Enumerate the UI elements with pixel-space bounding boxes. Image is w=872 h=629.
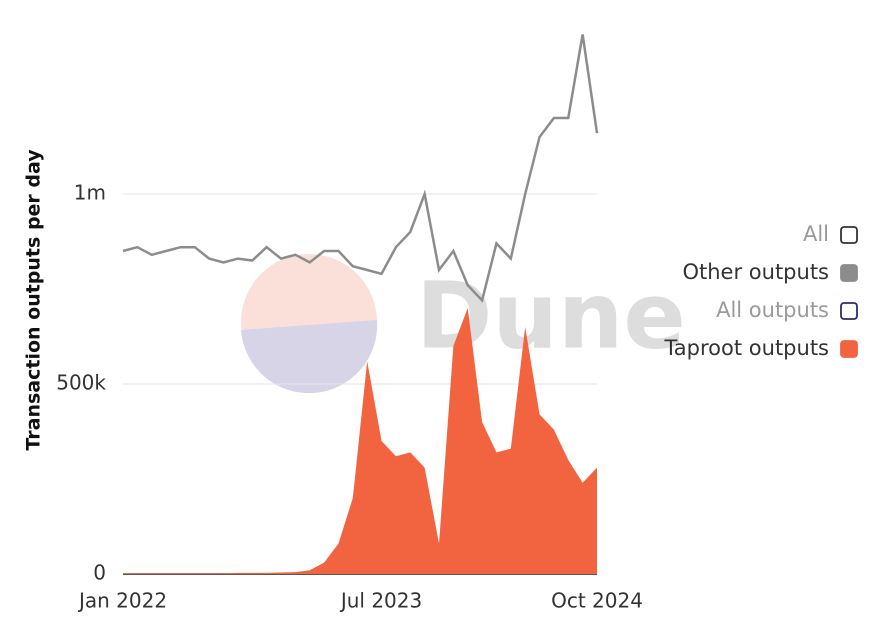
area <box>123 308 597 574</box>
legend-label: Taproot outputs <box>663 336 829 360</box>
legend-label: Other outputs <box>682 260 829 284</box>
legend-marker <box>840 226 858 244</box>
y-tick-label: 500k <box>56 371 106 395</box>
x-tick-label: Jul 2023 <box>339 589 422 613</box>
legend-marker <box>840 264 858 282</box>
x-tick-label: Oct 2024 <box>551 589 643 613</box>
y-axis-label: Transaction outputs per day <box>23 149 45 451</box>
legend-marker <box>840 302 858 320</box>
x-tick-label: Jan 2022 <box>77 589 167 613</box>
line <box>122 34 599 303</box>
legend-marker <box>840 340 858 358</box>
y-tick-label: 1m <box>74 181 106 205</box>
logo-part <box>241 320 378 394</box>
legend-label: All outputs <box>716 298 829 322</box>
y-tick-label: 0 <box>93 561 106 585</box>
legend-label: All <box>803 222 829 246</box>
